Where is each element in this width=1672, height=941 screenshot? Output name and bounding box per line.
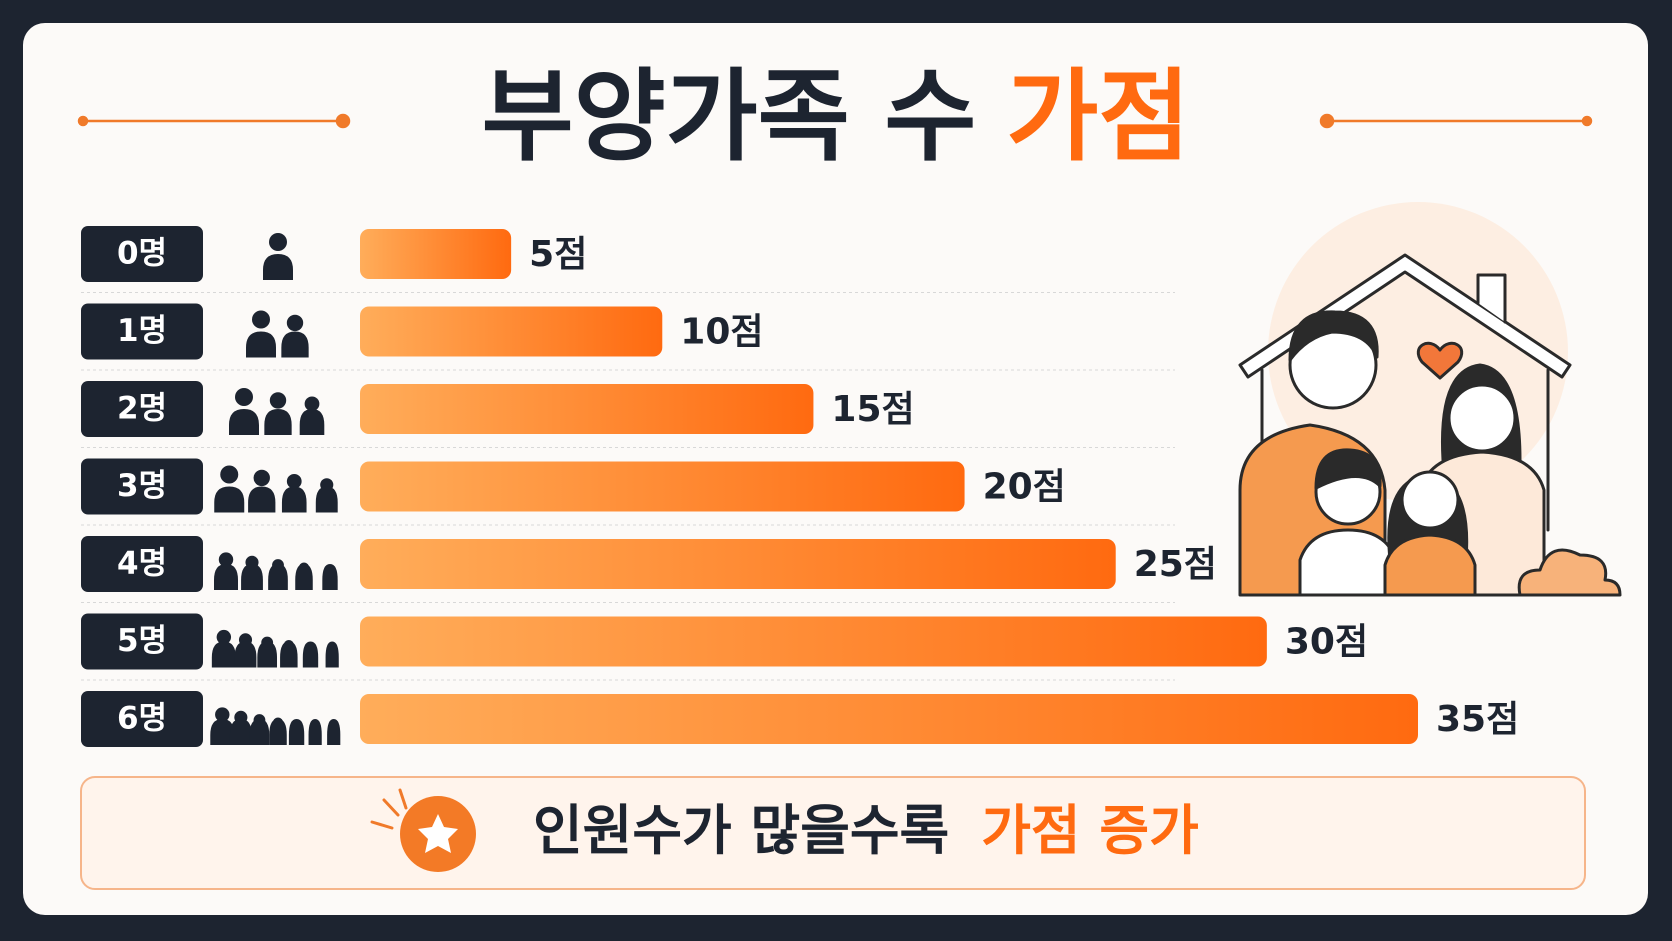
person-head: [235, 388, 253, 406]
category-label: 4명: [117, 546, 167, 582]
person-body: [281, 331, 309, 358]
person-head: [304, 396, 320, 412]
footer-icon: [370, 788, 476, 872]
person-head: [286, 473, 302, 489]
person-head: [269, 392, 287, 409]
person-head: [253, 469, 270, 487]
bar: [360, 694, 1418, 744]
person-head: [252, 310, 270, 329]
rows: 0명 5점 1명 10점 2명 15점 3명 20점 4명 25점 5명 30점 6명 35점: [81, 226, 1519, 747]
category-badge: [81, 691, 203, 747]
person-body: [229, 409, 259, 435]
person-body: [315, 486, 338, 513]
person-body: [229, 719, 252, 745]
person-head: [216, 629, 232, 645]
value-label: 25점: [1134, 544, 1217, 585]
person-body: [211, 641, 236, 668]
value-label: 15점: [831, 389, 914, 430]
title-deco: [77, 113, 1593, 129]
person-body: [325, 641, 339, 668]
category-label: 2명: [117, 391, 167, 427]
category-label: 3명: [117, 468, 167, 504]
title-main: 부양가족 수: [482, 58, 977, 175]
category-badge: [81, 458, 203, 515]
bar: [360, 539, 1116, 589]
person-body: [214, 564, 238, 590]
value-label: 30점: [1285, 622, 1368, 663]
person-body: [210, 719, 235, 745]
bar: [360, 384, 814, 434]
family-illustration: [1238, 202, 1622, 597]
person-body: [281, 486, 307, 513]
bar: [360, 306, 663, 357]
person-body: [302, 641, 319, 668]
category-label: 0명: [117, 236, 167, 272]
person-body: [249, 719, 270, 745]
value-label: 35점: [1436, 699, 1519, 740]
category-badge: [81, 381, 203, 437]
bar: [360, 616, 1267, 667]
person-body: [295, 564, 313, 590]
person-head: [286, 314, 304, 332]
value-label: 5점: [529, 234, 587, 275]
person-body: [268, 564, 288, 590]
value-label: 10점: [680, 312, 763, 353]
value-label: 20점: [983, 467, 1066, 508]
person-body: [257, 641, 278, 668]
category-badge: [81, 613, 203, 670]
person-head: [220, 465, 239, 484]
bar: [360, 229, 512, 279]
footer-accent: 가점 증가: [981, 799, 1199, 862]
person-body: [248, 486, 276, 513]
person-body: [246, 331, 276, 358]
person-body: [264, 409, 292, 435]
person-body: [308, 719, 322, 745]
person-head: [215, 707, 230, 722]
footer-text: 인원수가 많을수록 가점 증가: [533, 799, 1199, 862]
person-body: [322, 564, 338, 590]
category-label: 1명: [117, 313, 167, 349]
footer-main: 인원수가 많을수록: [533, 799, 949, 862]
person-body: [234, 641, 257, 668]
person-head: [269, 233, 287, 251]
person-body: [299, 409, 325, 435]
category-label: 5명: [117, 623, 167, 659]
person-body: [288, 719, 305, 745]
category-badge: [81, 536, 203, 592]
category-badge: [81, 226, 203, 282]
category-badge: [81, 303, 203, 360]
chart-title: 부양가족 수 가점: [482, 58, 1191, 175]
person-body: [327, 719, 341, 745]
bar: [360, 461, 965, 512]
person-body: [263, 254, 293, 280]
person-body: [269, 719, 287, 745]
category-label: 6명: [117, 701, 167, 737]
person-body: [214, 486, 245, 513]
person-head: [218, 552, 234, 567]
person-body: [280, 641, 298, 668]
title-accent: 가점: [1006, 58, 1190, 175]
person-body: [241, 564, 263, 590]
